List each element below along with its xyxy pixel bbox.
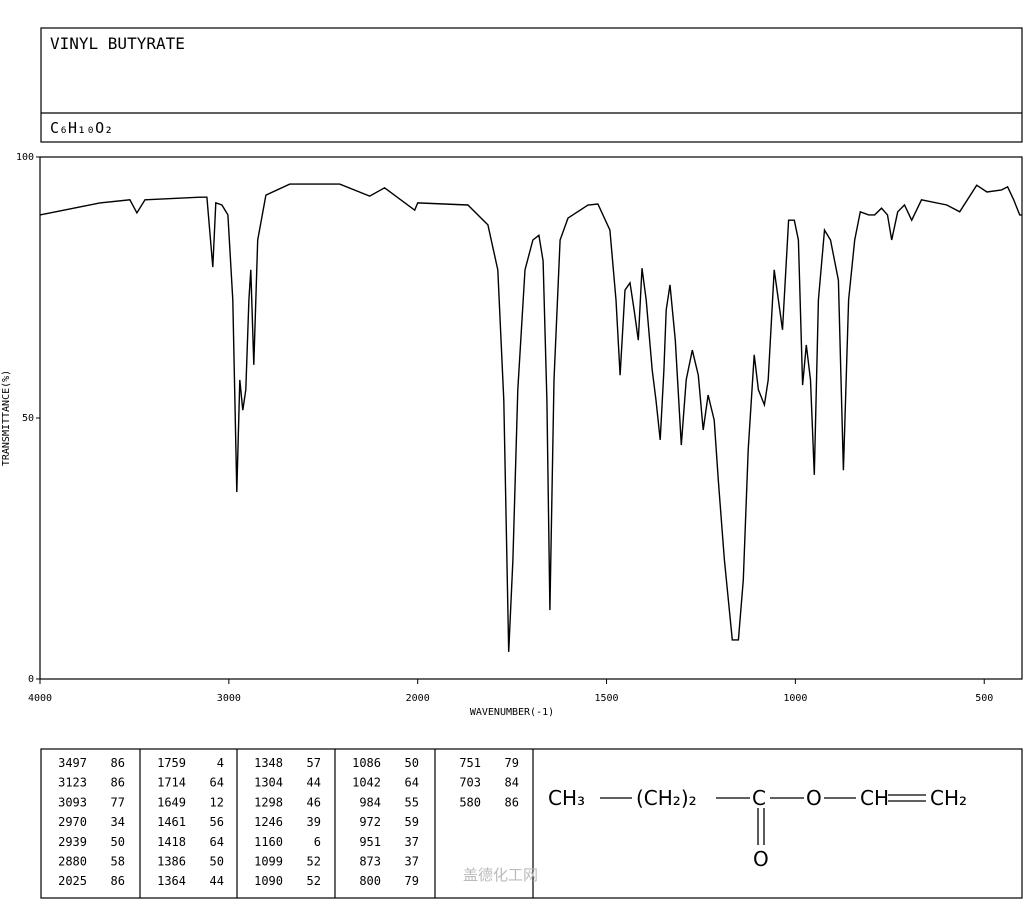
peak-transmittance: 44: [307, 776, 321, 790]
peak-wavenumber: 1160: [254, 835, 283, 849]
peak-transmittance: 50: [405, 756, 419, 770]
peak-wavenumber: 751: [459, 756, 481, 770]
peak-wavenumber: 3123: [58, 776, 87, 790]
peak-transmittance: 46: [307, 795, 321, 809]
structure-label: CH₂: [930, 786, 967, 810]
peak-wavenumber: 703: [459, 776, 481, 790]
peak-wavenumber: 1649: [157, 795, 186, 809]
y-tick-label: 100: [16, 152, 34, 163]
peak-wavenumber: 1461: [157, 815, 186, 829]
peak-wavenumber: 951: [359, 835, 381, 849]
peak-transmittance: 6: [314, 835, 321, 849]
peak-wavenumber: 2939: [58, 835, 87, 849]
peak-transmittance: 79: [405, 874, 419, 888]
structure-label: (CH₂)₂: [636, 786, 697, 810]
peak-wavenumber: 1099: [254, 855, 283, 869]
peak-wavenumber: 2025: [58, 874, 87, 888]
peak-transmittance: 79: [505, 756, 519, 770]
peak-transmittance: 50: [111, 835, 125, 849]
structure-label: O: [806, 786, 822, 810]
x-tick-label: 3000: [217, 693, 241, 704]
peak-transmittance: 86: [111, 756, 125, 770]
peak-wavenumber: 1418: [157, 835, 186, 849]
x-tick-label: 1000: [783, 693, 807, 704]
structure-label: CH: [860, 786, 889, 810]
spectrum-line: [39, 183, 1022, 652]
x-tick-label: 500: [975, 693, 993, 704]
structure-bonds: [600, 794, 926, 845]
peak-transmittance: 64: [210, 835, 224, 849]
peak-transmittance: 77: [111, 795, 125, 809]
x-tick-label: 2000: [406, 693, 430, 704]
y-axis-label: TRANSMITTANCE(%): [1, 370, 12, 466]
peak-transmittance: 55: [405, 795, 419, 809]
peak-wavenumber: 972: [359, 815, 381, 829]
compound-name: VINYL BUTYRATE: [50, 34, 185, 53]
peak-transmittance: 44: [210, 874, 224, 888]
peak-wavenumber: 1759: [157, 756, 186, 770]
peak-transmittance: 86: [111, 776, 125, 790]
peak-wavenumber: 1090: [254, 874, 283, 888]
peak-transmittance: 84: [505, 776, 519, 790]
peak-transmittance: 39: [307, 815, 321, 829]
peak-wavenumber: 1304: [254, 776, 283, 790]
structure-label: O: [753, 847, 769, 871]
peak-wavenumber: 800: [359, 874, 381, 888]
structure-label: CH₃: [548, 786, 585, 810]
peak-transmittance: 86: [111, 874, 125, 888]
peak-wavenumber: 1714: [157, 776, 186, 790]
header-box: [40, 27, 1023, 143]
y-tick-label: 0: [28, 674, 34, 685]
peak-transmittance: 86: [505, 795, 519, 809]
peak-transmittance: 50: [210, 855, 224, 869]
peak-wavenumber: 1386: [157, 855, 186, 869]
watermark: 盖德化工网: [463, 866, 538, 884]
peak-transmittance: 34: [111, 815, 125, 829]
peak-transmittance: 57: [307, 756, 321, 770]
peak-transmittance: 37: [405, 835, 419, 849]
peak-transmittance: 56: [210, 815, 224, 829]
peak-wavenumber: 2880: [58, 855, 87, 869]
x-axis-label: WAVENUMBER(-1): [470, 707, 554, 718]
peak-transmittance: 64: [405, 776, 419, 790]
peak-transmittance: 4: [217, 756, 224, 770]
peak-transmittance: 12: [210, 795, 224, 809]
peak-transmittance: 52: [307, 874, 321, 888]
peak-transmittance: 59: [405, 815, 419, 829]
plot-frame: [39, 156, 1023, 680]
peak-wavenumber: 3497: [58, 756, 87, 770]
peak-wavenumber: 1042: [352, 776, 381, 790]
peak-wavenumber: 580: [459, 795, 481, 809]
peak-wavenumber: 1298: [254, 795, 283, 809]
peak-wavenumber: 1348: [254, 756, 283, 770]
peak-transmittance: 64: [210, 776, 224, 790]
structure-label: C: [752, 786, 766, 810]
peak-transmittance: 52: [307, 855, 321, 869]
peak-wavenumber: 984: [359, 795, 381, 809]
peak-wavenumber: 1086: [352, 756, 381, 770]
molecular-formula: C₆H₁₀O₂: [50, 119, 113, 137]
peak-transmittance: 37: [405, 855, 419, 869]
peak-transmittance: 58: [111, 855, 125, 869]
peak-wavenumber: 873: [359, 855, 381, 869]
peak-wavenumber: 2970: [58, 815, 87, 829]
y-tick-label: 50: [22, 413, 34, 424]
peak-wavenumber: 1364: [157, 874, 186, 888]
peak-wavenumber: 1246: [254, 815, 283, 829]
x-tick-label: 1500: [594, 693, 618, 704]
x-tick-label: 4000: [28, 693, 52, 704]
peak-table-box: [40, 748, 1023, 899]
peak-wavenumber: 3093: [58, 795, 87, 809]
